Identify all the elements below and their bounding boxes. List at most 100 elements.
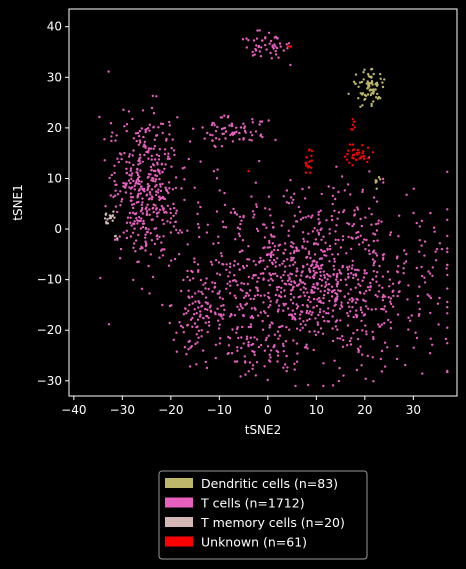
data-point — [323, 276, 326, 279]
data-point — [141, 160, 144, 163]
data-point — [370, 213, 373, 216]
data-point — [133, 242, 136, 245]
data-point — [414, 331, 417, 334]
data-point — [361, 241, 364, 244]
data-point — [295, 247, 299, 251]
data-point — [325, 283, 328, 287]
data-point — [193, 308, 196, 311]
data-point — [377, 219, 380, 222]
data-point — [274, 35, 278, 39]
data-point — [255, 205, 258, 209]
data-point — [244, 294, 247, 298]
data-point — [361, 152, 365, 155]
data-point — [331, 253, 334, 256]
data-point — [186, 324, 189, 327]
data-point — [228, 271, 231, 274]
data-point — [271, 221, 274, 225]
data-point — [349, 288, 352, 291]
data-point — [387, 318, 390, 322]
data-point — [116, 210, 119, 214]
data-point — [381, 81, 384, 84]
data-point — [138, 182, 141, 186]
data-point — [157, 188, 160, 191]
data-point — [272, 253, 275, 256]
data-point — [334, 242, 337, 245]
data-point — [353, 126, 356, 129]
data-point — [286, 258, 289, 261]
data-point — [161, 131, 164, 135]
data-point — [366, 307, 370, 310]
data-point — [259, 55, 263, 58]
data-point — [218, 138, 221, 141]
data-point — [226, 282, 229, 285]
data-point — [338, 269, 341, 272]
data-point — [309, 171, 312, 174]
data-point — [340, 305, 344, 308]
data-point — [372, 264, 375, 267]
data-point — [213, 124, 216, 127]
data-point — [260, 39, 264, 42]
data-point — [397, 290, 401, 294]
data-point — [208, 324, 211, 327]
data-point — [357, 151, 361, 154]
data-point — [198, 315, 202, 318]
data-point — [398, 280, 401, 283]
data-point — [225, 268, 228, 271]
data-point — [190, 269, 193, 273]
data-point — [368, 207, 371, 210]
data-point — [343, 295, 346, 298]
data-point — [175, 350, 178, 353]
data-point — [240, 346, 243, 350]
data-point — [163, 167, 166, 171]
data-point — [288, 283, 291, 286]
data-point — [332, 273, 335, 277]
data-point — [233, 279, 236, 282]
data-point — [267, 253, 271, 256]
data-point — [292, 263, 295, 266]
data-point — [163, 248, 166, 251]
data-point — [358, 243, 361, 246]
data-point — [122, 185, 125, 188]
data-point — [129, 221, 132, 224]
data-point — [185, 312, 188, 315]
data-point — [115, 134, 118, 137]
data-point — [154, 193, 158, 197]
data-point — [199, 310, 202, 313]
data-point — [239, 375, 242, 378]
data-point — [129, 196, 133, 199]
data-point — [258, 261, 261, 264]
data-point — [238, 250, 242, 254]
data-point — [412, 211, 415, 215]
data-point — [304, 216, 307, 219]
data-point — [122, 181, 125, 185]
data-point — [434, 250, 437, 253]
data-point — [150, 154, 153, 158]
data-point — [313, 253, 317, 256]
data-point — [446, 170, 449, 173]
data-point — [338, 366, 341, 370]
data-point — [252, 297, 255, 301]
data-point — [200, 290, 203, 294]
data-point — [140, 203, 143, 206]
data-point — [377, 222, 380, 225]
data-point — [254, 274, 257, 277]
data-point — [210, 123, 214, 127]
data-point — [129, 169, 132, 172]
data-point — [354, 82, 357, 85]
data-point — [420, 244, 423, 247]
data-point — [407, 328, 410, 331]
data-point — [194, 342, 197, 346]
data-point — [267, 31, 271, 34]
data-point — [149, 193, 152, 196]
data-point — [302, 286, 305, 289]
legend-label: Dendritic cells (n=83) — [201, 476, 338, 491]
data-point — [219, 116, 223, 119]
data-point — [252, 273, 255, 277]
data-point — [160, 204, 163, 208]
data-point — [130, 174, 133, 177]
data-point — [356, 314, 359, 317]
data-point — [133, 222, 136, 226]
data-point — [374, 96, 378, 99]
data-point — [402, 272, 405, 275]
